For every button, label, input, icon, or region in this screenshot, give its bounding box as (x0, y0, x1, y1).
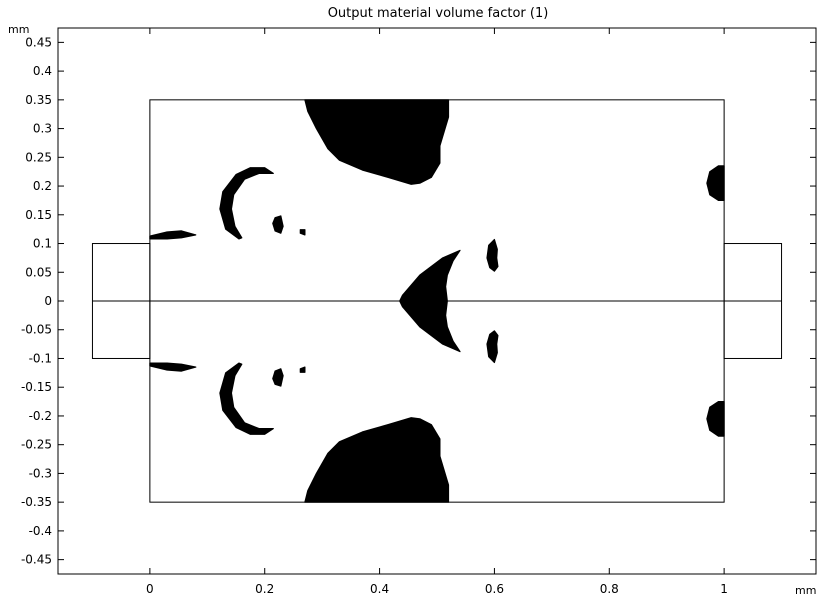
material-region-small-dot-1-upper (272, 215, 284, 234)
geometry-outline (91, 99, 783, 503)
y-tick-label: 0.05 (25, 265, 52, 279)
y-tick-label: 0.3 (33, 122, 52, 136)
y-tick-label: -0.15 (21, 380, 52, 394)
x-tick-label: 0.6 (485, 582, 504, 596)
y-tick-label: -0.25 (21, 438, 52, 452)
y-tick-label: 0.25 (25, 150, 52, 164)
y-tick-label: -0.05 (21, 323, 52, 337)
material-region-left-wisp-upper (149, 230, 197, 240)
y-tick-label: -0.35 (21, 495, 52, 509)
material-region-top-blob-lower (304, 417, 450, 503)
y-tick-label: 0.15 (25, 208, 52, 222)
material-region-small-dot-1-lower (272, 368, 284, 387)
y-tick-label: 0.1 (33, 237, 52, 251)
y-tick-label: -0.4 (29, 524, 52, 538)
material-region-center-triangle-lower (399, 300, 461, 353)
material-region-right-edge-blob-lower (706, 401, 725, 437)
y-tick-label: 0.45 (25, 35, 52, 49)
y-tick-label: -0.3 (29, 466, 52, 480)
chart-title: Output material volume factor (1) (328, 6, 549, 21)
x-tick-label: 0.2 (255, 582, 274, 596)
x-tick-label: 0.4 (370, 582, 389, 596)
material-region-crescent-left-upper (219, 167, 274, 240)
y-tick-label: -0.2 (29, 409, 52, 423)
y-tick-label: 0.2 (33, 179, 52, 193)
y-axis-unit: mm (8, 23, 29, 36)
material-region-right-edge-blob-upper (706, 165, 725, 201)
material-region-small-crescent-right-upper (486, 238, 499, 272)
y-tick-label: -0.45 (21, 553, 52, 567)
y-tick-label: -0.1 (29, 351, 52, 365)
y-tick-label: 0 (44, 294, 52, 308)
y-tick-label: 0.4 (33, 64, 52, 78)
y-tick-label: 0.35 (25, 93, 52, 107)
material-region-small-dot-2-upper (299, 229, 306, 236)
material-region-top-blob-upper (304, 99, 450, 185)
axis-ticks: 0 0.2 0.4 0.6 0.8 1 0.45 0.4 0.35 0.3 0.25 0.2 0.15 0… (21, 28, 816, 596)
x-axis-unit: mm (795, 584, 816, 597)
x-tick-label: 0 (146, 582, 154, 596)
x-tick-label: 1 (720, 582, 728, 596)
material-regions (149, 99, 725, 503)
material-region-crescent-left-lower (219, 362, 274, 435)
material-region-center-triangle-upper (399, 249, 461, 302)
x-tick-label: 0.8 (600, 582, 619, 596)
plot-frame (57, 27, 817, 575)
material-region-small-crescent-right-lower (486, 330, 499, 364)
material-region-small-dot-2-lower (299, 366, 306, 373)
material-region-left-wisp-lower (149, 362, 197, 372)
